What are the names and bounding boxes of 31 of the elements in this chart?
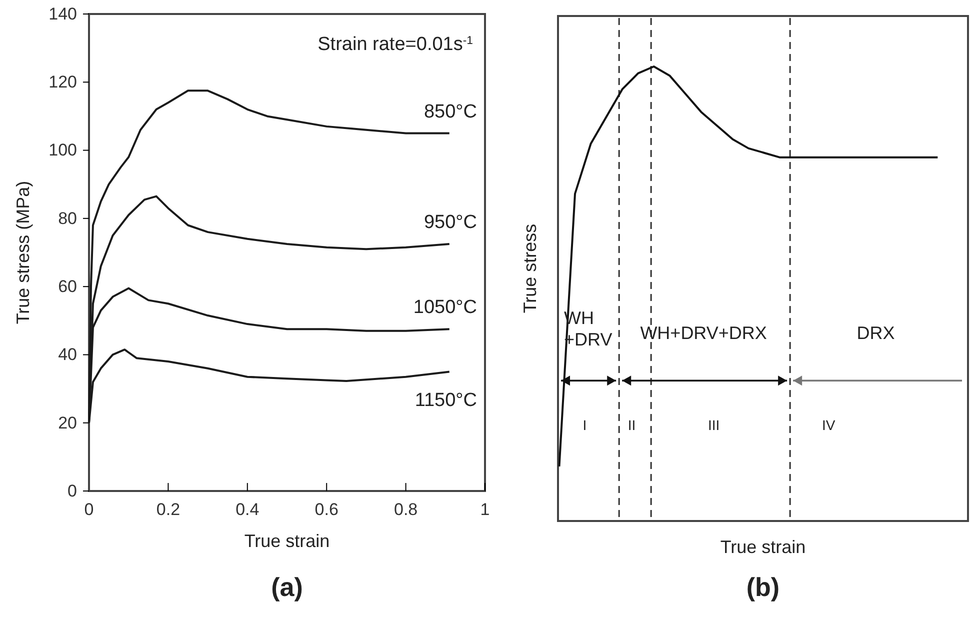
annotation: DRX xyxy=(856,323,895,344)
series-label: 950°C xyxy=(424,212,477,233)
y-tick-label: 140 xyxy=(48,4,77,24)
x-axis-title: True strain xyxy=(244,531,330,551)
y-tick-label: 120 xyxy=(48,72,77,92)
y-tick-label: 80 xyxy=(58,208,77,228)
annotation: Strain rate=0.01s$^{-1}$ xyxy=(318,34,473,55)
series-label: 1050°C xyxy=(413,297,477,318)
x-tick-label: 0.6 xyxy=(314,500,338,520)
text: (b) xyxy=(746,572,780,602)
x-tick-label: 0.4 xyxy=(236,500,260,520)
x-axis-title: True strain xyxy=(720,537,806,557)
annotation: IV xyxy=(822,417,836,434)
y-tick-label: 40 xyxy=(58,345,77,364)
y-axis-title: True stress xyxy=(520,224,540,314)
x-tick-label: 0 xyxy=(84,500,94,520)
x-tick-label: 1 xyxy=(480,500,490,520)
x-tick-label: 0.8 xyxy=(394,500,418,520)
y-axis-title: True stress (MPa) xyxy=(13,180,33,324)
annotation: III xyxy=(708,417,720,434)
text: (a) xyxy=(271,572,303,602)
y-tick-label: 20 xyxy=(58,413,77,432)
y-tick-label: 0 xyxy=(68,481,77,500)
annotation: II xyxy=(628,417,636,434)
series-label: 850°C xyxy=(424,101,477,122)
y-tick-label: 60 xyxy=(58,277,77,296)
annotation: WH+DRV+DRX xyxy=(640,323,767,344)
series-label: 1150°C xyxy=(414,390,477,411)
x-tick-label: 0.2 xyxy=(156,500,180,520)
annotation: I xyxy=(582,417,587,434)
y-tick-label: 100 xyxy=(48,140,77,160)
